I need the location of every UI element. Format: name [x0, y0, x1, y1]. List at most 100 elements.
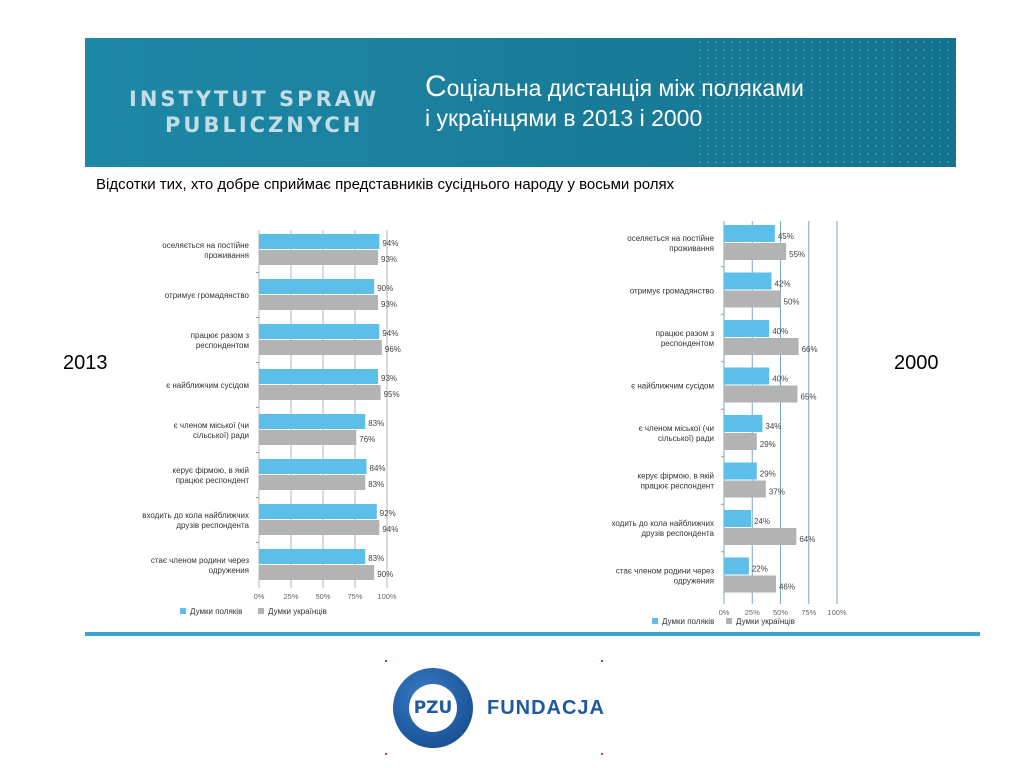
bar-ukrainians [259, 385, 381, 400]
legend-label: Думки поляків [662, 617, 714, 626]
bar-ukrainians [724, 480, 766, 498]
data-label: 90% [377, 284, 393, 293]
pzu-fundacja-text: FUNDACJA [487, 697, 605, 719]
data-label: 94% [382, 329, 398, 338]
chart-2000: 0% 25% 50% 75% 100% оселяється на постійне про… [612, 221, 847, 626]
data-label: 55% [789, 250, 805, 259]
crop-mark [385, 660, 387, 662]
bar-poles [259, 504, 377, 519]
data-label: 65% [800, 393, 816, 402]
category-label: входить до кола найближчих друзів респонд… [612, 519, 715, 538]
bar-ukrainians [259, 430, 357, 445]
bar-poles [724, 272, 772, 290]
data-label: 94% [382, 525, 398, 534]
bar-poles [724, 415, 763, 432]
crop-mark [601, 753, 603, 755]
category-label: стає членом родини через одружения [616, 567, 715, 586]
category-label: отримує громадянство [165, 291, 250, 300]
bar-ukrainians [724, 385, 798, 403]
title-line-2: і українцями в 2013 і 2000 [425, 105, 703, 131]
pzu-mark: PZU [409, 684, 457, 732]
legend-swatch [180, 608, 186, 614]
chart-2013: 0% 25% 50% 75% 100% оселяється на постійне про… [142, 230, 401, 616]
data-label: 93% [381, 374, 397, 383]
category-label: керує фірмою, в якій працює респондент [638, 472, 715, 491]
bar-ukrainians [259, 565, 375, 580]
x-tick-label: 75% [347, 592, 362, 601]
pzu-circle-icon: PZU [393, 668, 473, 748]
data-label: 42% [774, 280, 790, 289]
category-label: керує фірмою, в якій працює респондент [173, 466, 250, 485]
data-label: 95% [384, 390, 400, 399]
data-label: 94% [382, 239, 398, 248]
data-label: 46% [779, 583, 795, 592]
crop-mark [601, 660, 603, 662]
data-label: 83% [368, 480, 384, 489]
legend-label: Думки українців [736, 617, 795, 626]
title-initial: С [425, 70, 447, 103]
data-label: 34% [765, 422, 781, 431]
logo-line-1: INSTYTUT SPRAW [129, 87, 380, 111]
bar-poles [724, 510, 752, 527]
data-label: 40% [772, 375, 788, 384]
data-label: 64% [799, 535, 815, 544]
x-tick-label: 75% [801, 608, 816, 617]
bar-poles [259, 324, 380, 339]
data-label: 76% [359, 435, 375, 444]
year-label-2013: 2013 [63, 352, 108, 374]
legend-swatch [652, 618, 658, 624]
bar-ukrainians [259, 520, 380, 535]
category-label: є найближчим сусідом [631, 382, 714, 391]
x-tick-label: 25% [283, 592, 298, 601]
x-tick-label: 100% [377, 592, 397, 601]
data-label: 50% [784, 298, 800, 307]
category-label: стає членом родини через одружения [151, 556, 250, 575]
bar-ukrainians [724, 290, 781, 308]
category-label: є найближчим сусідом [166, 381, 249, 390]
bar-poles [259, 414, 366, 429]
bar-poles [724, 557, 749, 575]
data-label: 92% [380, 509, 396, 518]
data-label: 29% [760, 440, 776, 449]
category-label: працює разом з респондентом [191, 331, 250, 350]
bar-ukrainians [259, 475, 366, 490]
category-label: є членом міської (чи сільської) ради [639, 424, 714, 443]
bar-poles [724, 320, 770, 337]
x-tick-label: 50% [315, 592, 330, 601]
bar-poles [259, 234, 380, 249]
bar-ukrainians [259, 250, 379, 265]
legend-label: Думки поляків [190, 607, 242, 616]
legend-label: Думки українців [268, 607, 327, 616]
crop-mark [385, 753, 387, 755]
bar-poles [259, 279, 375, 294]
bar-poles [259, 369, 379, 384]
x-tick-label: 50% [773, 608, 788, 617]
bar-ukrainians [724, 338, 799, 355]
data-label: 93% [381, 300, 397, 309]
bar-ukrainians [259, 340, 382, 355]
data-label: 40% [772, 327, 788, 336]
category-label: є членом міської (чи сільської) ради [174, 421, 249, 440]
data-label: 22% [752, 565, 768, 574]
bottom-divider [85, 632, 980, 636]
data-label: 66% [802, 345, 818, 354]
title-line-1: оціальна дистанція між поляками [446, 75, 804, 101]
category-label: оселяється на постійне проживання [162, 241, 249, 260]
category-label: отримує громадянство [630, 287, 715, 296]
page-title: Соціальна дистанція між поляками і украї… [425, 72, 804, 133]
bar-poles [259, 459, 367, 474]
data-label: 29% [760, 470, 776, 479]
legend-swatch [726, 618, 732, 624]
x-tick-label: 100% [827, 608, 847, 617]
x-tick-label: 0% [719, 608, 730, 617]
data-label: 45% [778, 232, 794, 241]
data-label: 83% [368, 419, 384, 428]
bar-poles [724, 367, 770, 385]
header-banner: INSTYTUT SPRAW PUBLICZNYCH Соціальна дис… [85, 38, 956, 167]
year-label-2000: 2000 [894, 352, 939, 374]
x-tick-label: 0% [254, 592, 265, 601]
data-label: 83% [368, 554, 384, 563]
data-label: 90% [377, 570, 393, 579]
slide-subtitle: Відсотки тих, хто добре сприймає предста… [96, 176, 675, 193]
data-label: 24% [754, 517, 770, 526]
